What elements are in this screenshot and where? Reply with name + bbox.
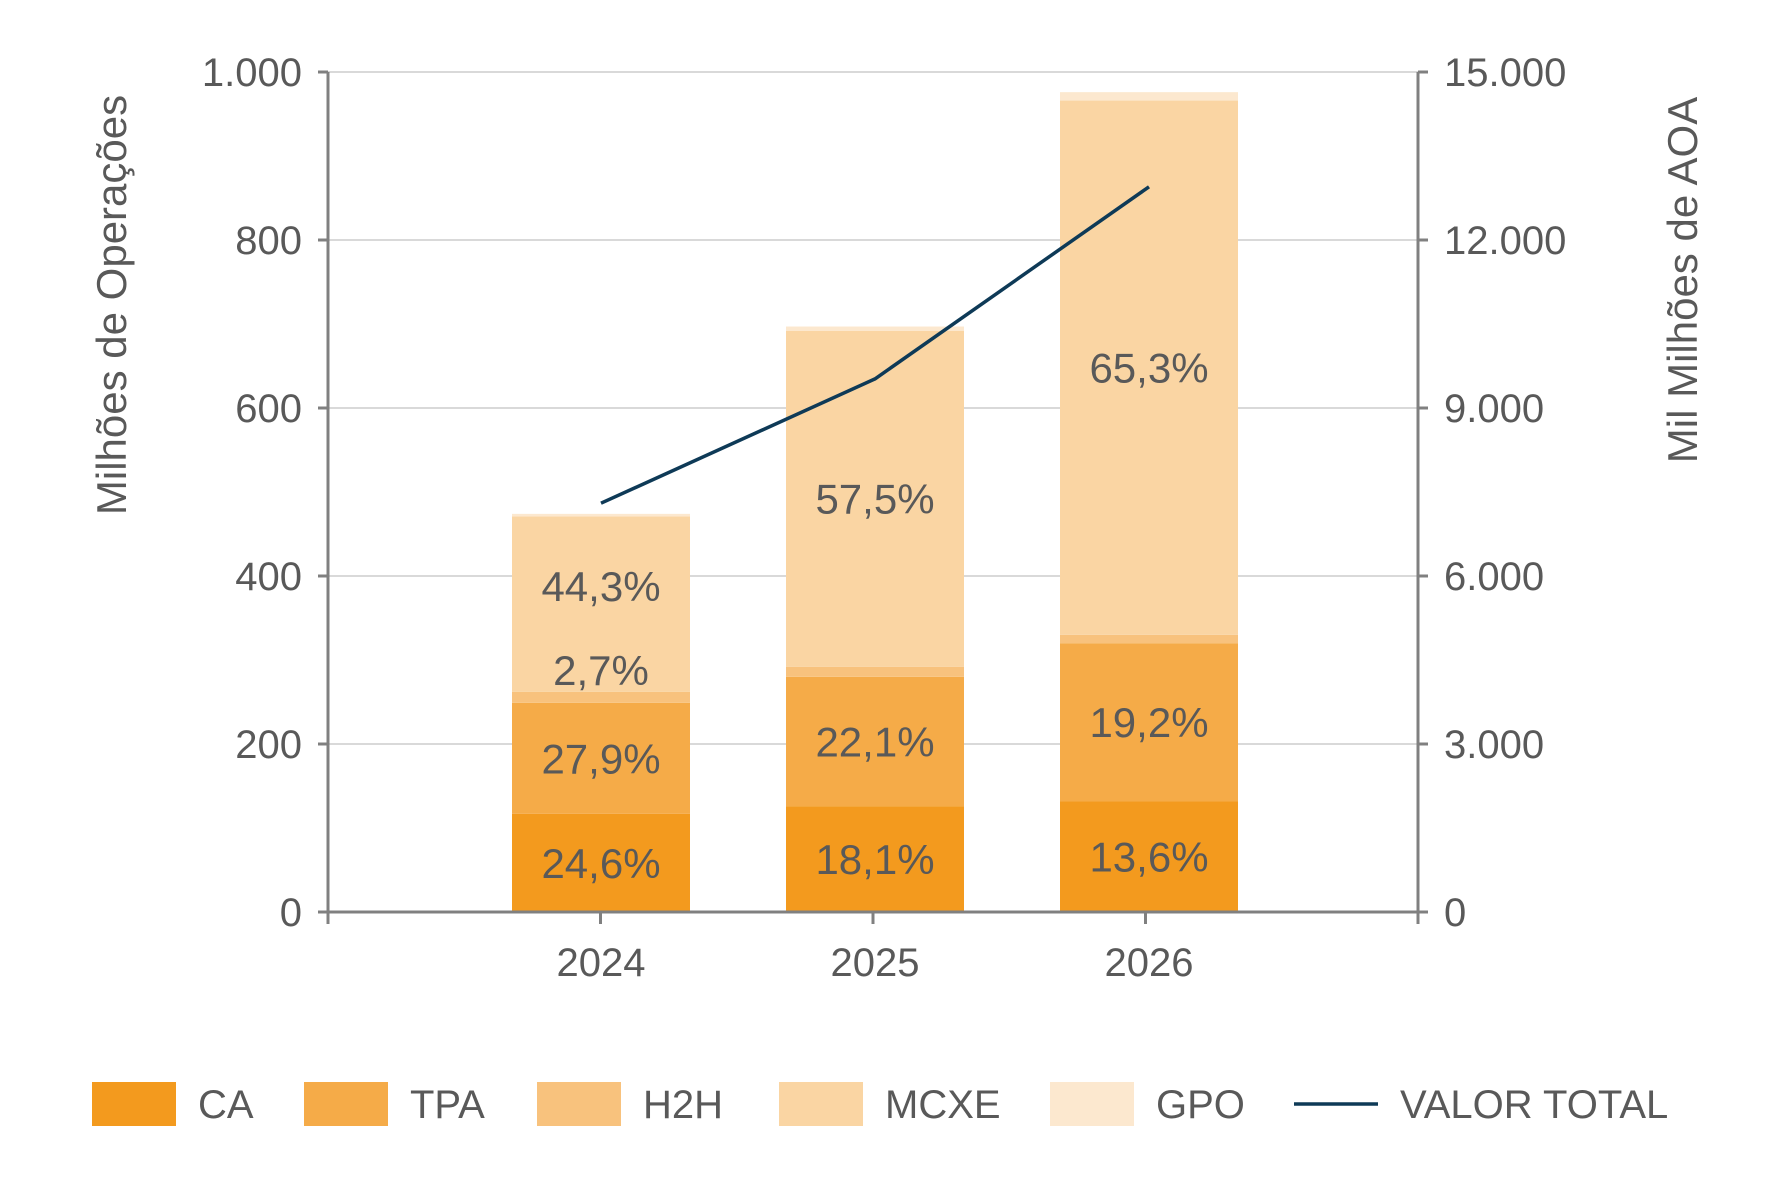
bar-2025-h2h bbox=[786, 666, 964, 677]
legend-label-valor-total: VALOR TOTAL bbox=[1400, 1083, 1668, 1127]
x-tick-label-2025: 2025 bbox=[831, 941, 920, 985]
y-right-tick-label: 12.000 bbox=[1444, 219, 1566, 263]
line-valor-total bbox=[600, 185, 1151, 505]
y-right-tick-label: 9.000 bbox=[1444, 387, 1544, 431]
data-labels: 24,6% 27,9% 2,7% 44,3% 18,1% 22,1% 57,5% 13,6% 1… bbox=[541, 345, 1208, 887]
legend-label-h2h: H2H bbox=[643, 1083, 723, 1127]
data-label-2026-mcxe: 65,3% bbox=[1089, 345, 1208, 392]
bar-2025-mcxe bbox=[786, 330, 964, 667]
y-right-tick-label: 15.000 bbox=[1444, 51, 1566, 95]
legend-label-tpa: TPA bbox=[410, 1083, 485, 1127]
legend-swatch-gpo bbox=[1050, 1082, 1134, 1126]
x-tick-label-2024: 2024 bbox=[557, 941, 646, 985]
y-right-axis-title: Mil Milhões de AOA bbox=[1659, 97, 1706, 463]
bar-2024-h2h bbox=[512, 691, 690, 703]
data-label-2026-ca: 13,6% bbox=[1089, 834, 1208, 881]
y-left-tick-label: 400 bbox=[235, 555, 302, 599]
y-left-tick-label: 1.000 bbox=[202, 51, 302, 95]
legend-label-ca: CA bbox=[198, 1083, 254, 1127]
data-label-2025-mcxe: 57,5% bbox=[815, 476, 934, 523]
legend-swatch-ca bbox=[92, 1082, 176, 1126]
legend-swatch-tpa bbox=[304, 1082, 388, 1126]
bar-2025-gpo bbox=[786, 326, 964, 331]
value-line bbox=[600, 185, 1151, 505]
data-label-2025-ca: 18,1% bbox=[815, 836, 934, 883]
data-label-2024-h2h: 2,7% bbox=[553, 647, 649, 694]
y-left-tick-label: 0 bbox=[280, 891, 302, 935]
y-left-axis-title: Milhões de Operações bbox=[88, 95, 135, 515]
legend-swatch-mcxe bbox=[779, 1082, 863, 1126]
data-label-2025-tpa: 22,1% bbox=[815, 718, 934, 765]
bar-2024-tpa bbox=[512, 702, 690, 814]
data-label-2024-mcxe: 44,3% bbox=[541, 563, 660, 610]
bar-2026-tpa bbox=[1060, 643, 1238, 802]
axes: 0 200 400 600 800 1.000 0 3.000 6.000 9.000 12.000… bbox=[202, 51, 1566, 985]
bar-2025-ca bbox=[786, 806, 964, 912]
bar-2024-mcxe bbox=[512, 516, 690, 692]
data-label-2026-tpa: 19,2% bbox=[1089, 699, 1208, 746]
bar-2026-gpo bbox=[1060, 92, 1238, 101]
legend-label-mcxe: MCXE bbox=[885, 1083, 1001, 1127]
y-right-tick-label: 0 bbox=[1444, 891, 1466, 935]
y-left-tick-label: 800 bbox=[235, 219, 302, 263]
bars bbox=[512, 92, 1238, 912]
y-right-tick-label: 6.000 bbox=[1444, 555, 1544, 599]
bar-2024-ca bbox=[512, 813, 690, 912]
data-label-2024-tpa: 27,9% bbox=[541, 735, 660, 782]
y-left-tick-label: 600 bbox=[235, 387, 302, 431]
bar-2026-h2h bbox=[1060, 634, 1238, 644]
x-tick-label-2026: 2026 bbox=[1105, 941, 1194, 985]
legend-swatch-h2h bbox=[537, 1082, 621, 1126]
bar-2026-ca bbox=[1060, 801, 1238, 912]
legend: CA TPA H2H MCXE GPO VALOR TOTAL bbox=[92, 1082, 1668, 1127]
bar-2025-tpa bbox=[786, 676, 964, 807]
data-label-2024-ca: 24,6% bbox=[541, 840, 660, 887]
bar-2024-gpo bbox=[512, 513, 690, 517]
y-left-tick-label: 200 bbox=[235, 723, 302, 767]
bar-2026-mcxe bbox=[1060, 100, 1238, 635]
y-right-tick-label: 3.000 bbox=[1444, 723, 1544, 767]
legend-label-gpo: GPO bbox=[1156, 1083, 1245, 1127]
